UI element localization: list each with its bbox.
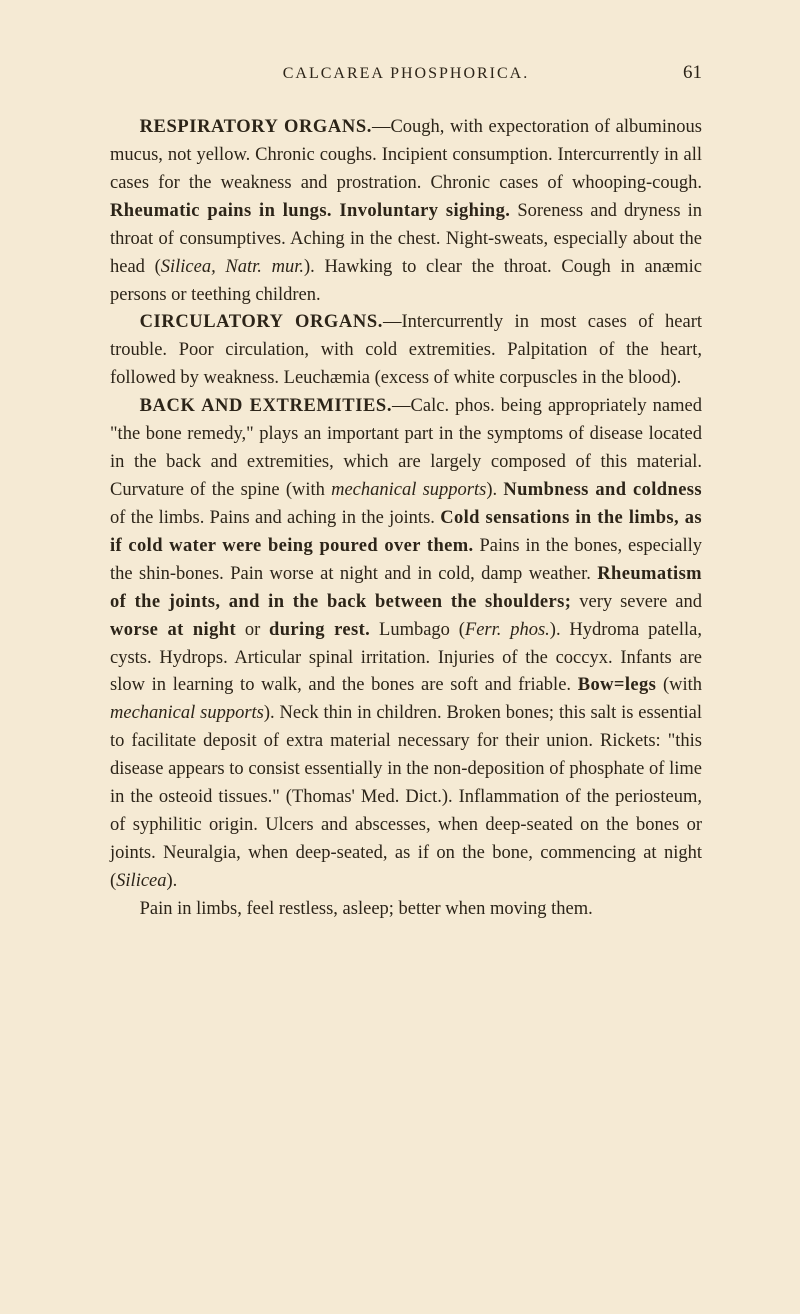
text: ). Neck thin in children. Broken bones; … [110,703,702,891]
bold-text: worse at night [110,620,236,640]
text: ). [167,871,178,891]
italic-text: mechanical supports [110,703,264,723]
running-head: CALCAREA PHOSPHORICA. [150,65,662,83]
text: very severe and [571,592,702,612]
paragraph-circulatory: CIRCULATORY ORGANS.—Intercurrently in mo… [110,309,702,393]
paragraph-respiratory: RESPIRATORY ORGANS.—Cough, with expector… [110,114,702,309]
italic-text: mechanical supports [331,480,486,500]
section-head-respiratory: RESPIRATORY ORGANS. [140,117,372,137]
bold-text: Bow=legs [578,675,657,695]
section-head-back: BACK AND EXTREMITIES. [140,396,392,416]
page-header: CALCAREA PHOSPHORICA. 61 [110,62,702,84]
body-text: RESPIRATORY ORGANS.—Cough, with expector… [110,114,702,924]
text: (with [656,675,702,695]
bold-text: Numbness and coldness [503,480,702,500]
bold-text: during rest. [269,620,370,640]
paragraph-pain-limbs: Pain in limbs, feel restless, asleep; be… [110,896,702,924]
text: or [236,620,269,640]
italic-text: Silicea, Natr. mur. [161,257,304,277]
italic-text: Ferr. phos. [465,620,550,640]
text: ). [486,480,503,500]
text: Pain in limbs, feel restless, asleep; be… [140,899,593,919]
page: CALCAREA PHOSPHORICA. 61 RESPIRATORY ORG… [0,0,800,1314]
italic-text: Silicea [116,871,166,891]
text: of the limbs. Pains and aching in the jo… [110,508,440,528]
paragraph-back-extremities: BACK AND EXTREMITIES.—Calc. phos. being … [110,393,702,896]
text: Lumbago ( [370,620,465,640]
page-number: 61 [662,62,702,84]
section-head-circulatory: CIRCULATORY ORGANS. [140,312,383,332]
bold-text: Rheu­matic pains in lungs. Involuntary s… [110,201,510,221]
